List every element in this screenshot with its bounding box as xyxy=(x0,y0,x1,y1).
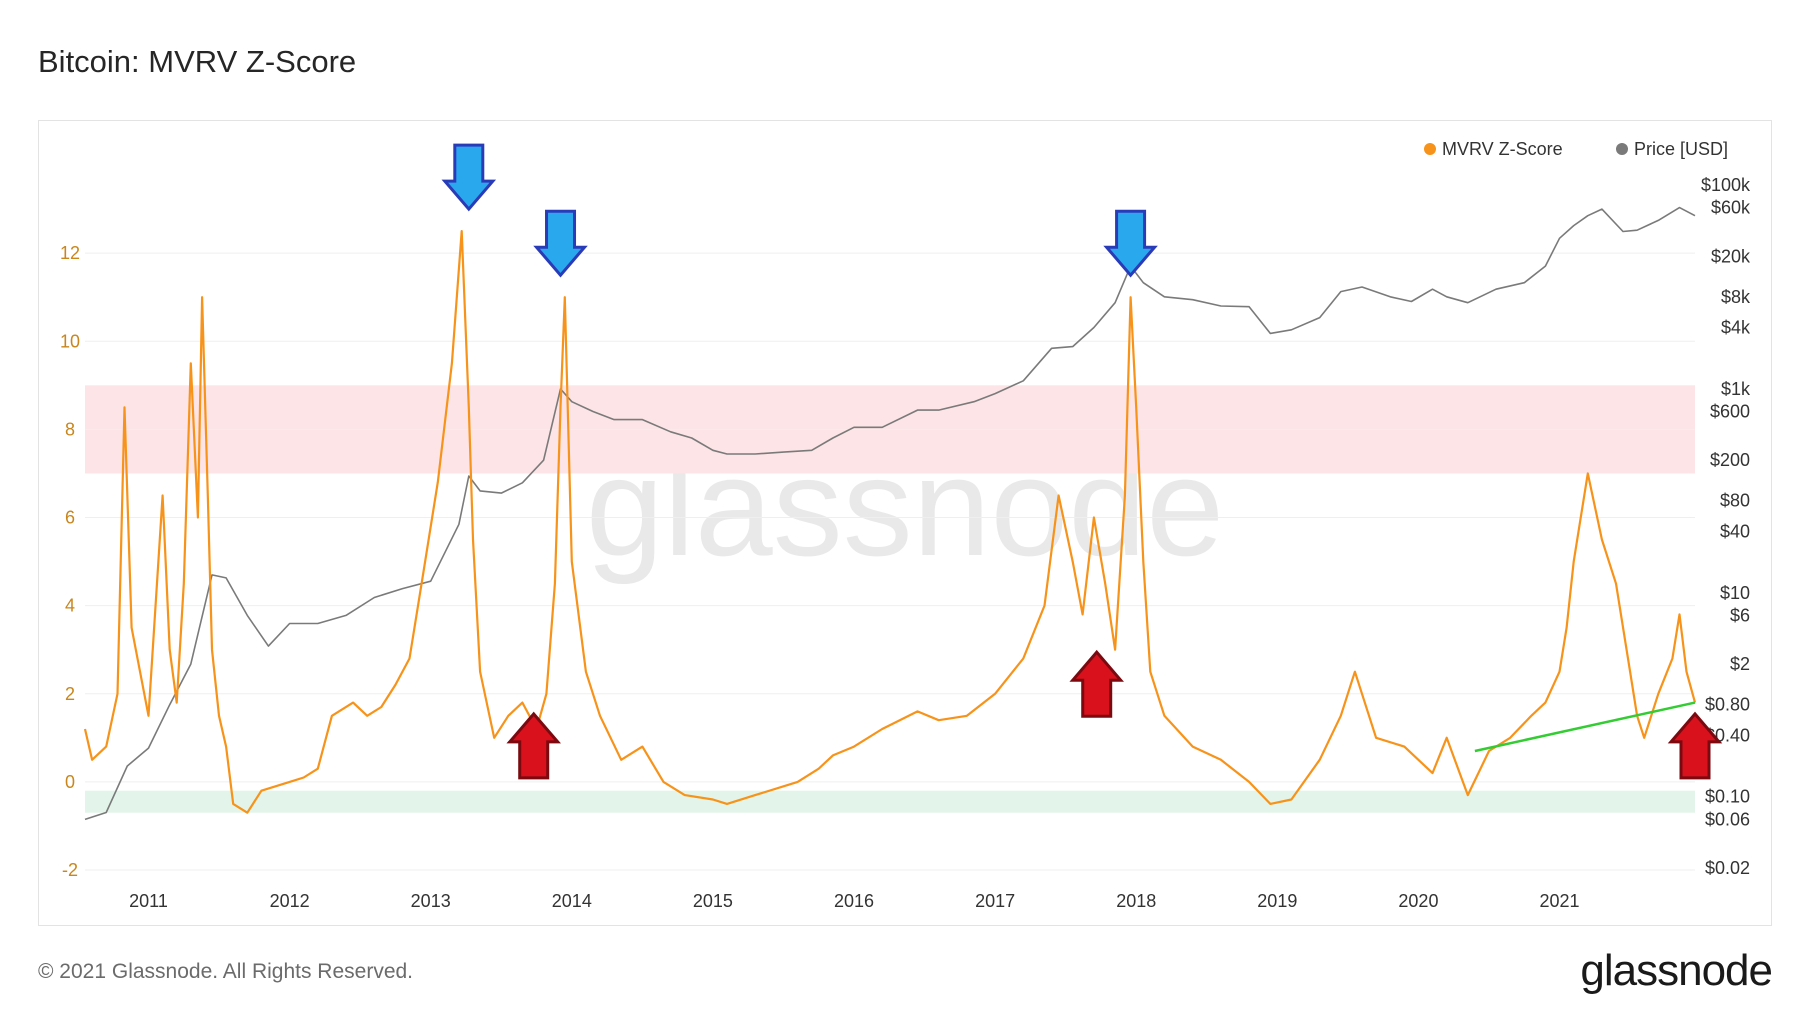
x-tick-label: 2017 xyxy=(975,891,1015,911)
y-right-tick-label: $0.80 xyxy=(1705,695,1750,715)
y-right-tick-label: $600 xyxy=(1710,402,1750,422)
legend-marker xyxy=(1424,143,1436,155)
x-tick-label: 2019 xyxy=(1257,891,1297,911)
page-title: Bitcoin: MVRV Z-Score xyxy=(38,44,357,79)
up-arrow xyxy=(1069,649,1124,718)
y-right-tick-label: $4k xyxy=(1721,318,1751,338)
glassnode-logo: glassnode xyxy=(1580,946,1773,995)
chart-frame xyxy=(38,120,1772,926)
y-left-tick-label: 8 xyxy=(65,419,75,439)
legend-label[interactable]: MVRV Z-Score xyxy=(1442,139,1563,159)
up-arrow xyxy=(1667,711,1723,780)
trend-line xyxy=(1474,701,1696,753)
chart-legend[interactable]: MVRV Z-Score Price [USD] xyxy=(1424,139,1728,159)
x-tick-label: 2020 xyxy=(1398,891,1438,911)
y-left-tick-label: 0 xyxy=(65,772,75,792)
y-left-tick-label: -2 xyxy=(62,860,78,880)
y-left-tick-label: 10 xyxy=(60,331,80,351)
up-arrow xyxy=(506,711,561,780)
y-left-tick-label: 4 xyxy=(65,596,75,616)
x-tick-label: 2011 xyxy=(129,891,168,911)
price-line xyxy=(84,206,1696,821)
y-right-tick-label: $20k xyxy=(1711,246,1751,266)
x-tick-label: 2016 xyxy=(834,891,874,911)
legend-marker xyxy=(1616,143,1628,155)
legend-label[interactable]: Price [USD] xyxy=(1634,139,1728,159)
y-right-tick-label: $60k xyxy=(1711,198,1751,218)
y-right-tick-label: $10 xyxy=(1720,583,1750,603)
copyright-text: © 2021 Glassnode. All Rights Reserved. xyxy=(38,960,414,983)
down-arrow xyxy=(1103,209,1158,278)
zone-bottom xyxy=(85,790,1695,813)
y-right-tick-label: $200 xyxy=(1710,450,1750,470)
y-right-tick-label: $0.02 xyxy=(1705,858,1750,878)
x-tick-label: 2012 xyxy=(270,891,310,911)
y-right-tick-label: $100k xyxy=(1701,175,1751,195)
down-arrow xyxy=(533,209,588,278)
y-right-tick-label: $80 xyxy=(1720,491,1750,511)
down-arrow xyxy=(441,143,497,212)
y-right-tick-label: $2 xyxy=(1730,654,1750,674)
y-right-tick-label: $1k xyxy=(1721,379,1751,399)
x-tick-label: 2021 xyxy=(1540,891,1580,911)
y-right-tick-label: $0.06 xyxy=(1705,809,1750,829)
y-right-tick-label: $8k xyxy=(1721,287,1751,307)
y-right-tick-label: $6 xyxy=(1730,605,1750,625)
y-right-tick-label: $0.10 xyxy=(1705,787,1750,807)
y-left-tick-label: 12 xyxy=(60,243,80,263)
x-tick-label: 2015 xyxy=(693,891,733,911)
x-tick-label: 2013 xyxy=(411,891,451,911)
y-left-tick-label: 2 xyxy=(65,684,75,704)
y-right-tick-label: $40 xyxy=(1720,521,1750,541)
x-tick-label: 2018 xyxy=(1116,891,1156,911)
y-left-tick-label: 6 xyxy=(65,508,75,528)
x-tick-label: 2014 xyxy=(552,891,592,911)
mvrv-line xyxy=(83,230,1697,814)
